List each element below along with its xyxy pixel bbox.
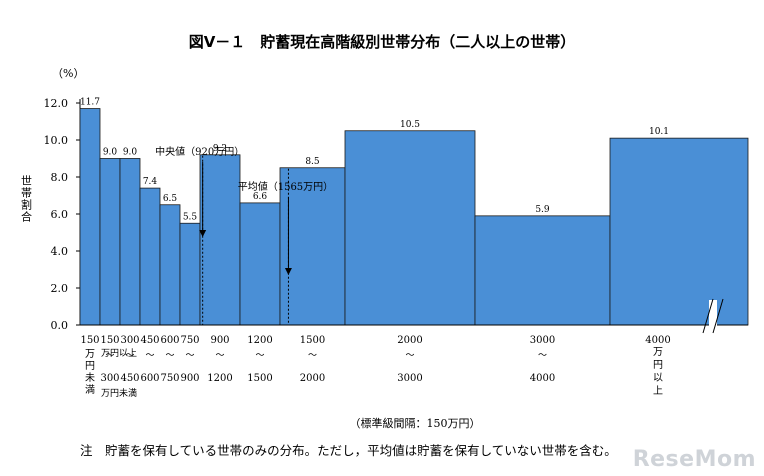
x-tick-label-bottom: 1500 xyxy=(247,373,272,384)
x-tick-label-top: 2000 xyxy=(397,335,422,346)
x-note-last-char: 万 xyxy=(653,347,663,358)
bar-value-label: 7.4 xyxy=(143,177,158,187)
chart-title: 図Ⅴ－１ 貯蓄現在高階級別世帯分布（二人以上の世帯） xyxy=(189,33,576,51)
x-tick-label-top: 450 xyxy=(140,335,159,346)
x-tick-separator: 〜 xyxy=(405,351,414,361)
x-note-first-char: 未 xyxy=(85,372,95,384)
y-tick-label: 10.0 xyxy=(44,134,69,147)
annotation-label: 平均値（1565万円） xyxy=(238,180,333,193)
interval-note: （標準級間隔：150万円） xyxy=(350,416,481,430)
y-tick-label: 4.0 xyxy=(51,245,69,258)
x-tick-separator: 〜 xyxy=(255,351,264,361)
x-tick-label-bottom: 450 xyxy=(120,373,139,384)
x-note-last-char: 円 xyxy=(653,360,663,371)
axis-break-mark xyxy=(712,298,724,334)
x-note-low-top: 万円以上 xyxy=(101,348,137,359)
bar xyxy=(239,202,281,326)
x-tick-label-top: 150 xyxy=(100,335,119,346)
x-note-last-char: 上 xyxy=(653,385,663,397)
bar xyxy=(344,130,476,326)
x-tick-label-top: 150 xyxy=(80,335,99,346)
footnote: 注 貯蓄を保有している世帯のみの分布。ただし，平均値は貯蓄を保有していない世帯を… xyxy=(80,443,617,458)
bar xyxy=(159,204,181,326)
x-note-low-bottom: 万円未満 xyxy=(101,387,137,399)
x-tick-label-bottom: 1200 xyxy=(207,373,232,384)
axis-break-mark xyxy=(702,298,714,334)
x-tick-separator: 〜 xyxy=(105,351,114,361)
x-tick-separator: 〜 xyxy=(165,351,174,361)
x-tick-separator: 〜 xyxy=(538,351,547,361)
bar-value-label: 5.5 xyxy=(183,212,198,222)
bar xyxy=(119,158,141,326)
bar xyxy=(99,158,121,326)
bar-value-label: 5.9 xyxy=(535,205,550,215)
annotation-arrow-head xyxy=(284,268,292,275)
x-note-first-char: 満 xyxy=(85,384,95,396)
y-unit: （%） xyxy=(52,67,84,80)
y-axis-label: 世帯割合 xyxy=(20,175,33,223)
bar-value-label: 10.5 xyxy=(400,120,420,130)
axis-break-gap xyxy=(709,300,717,332)
x-tick-label-top: 750 xyxy=(180,335,199,346)
x-tick-label-top: 300 xyxy=(120,335,139,346)
bar-value-label: 9.2 xyxy=(213,144,227,154)
x-tick-separator: 〜 xyxy=(308,351,317,361)
x-tick-label-top: 600 xyxy=(160,335,179,346)
x-tick-label-bottom: 4000 xyxy=(530,373,555,384)
x-tick-label-bottom: 900 xyxy=(180,373,199,384)
bar-value-label: 6.5 xyxy=(163,194,178,204)
x-tick-label-bottom: 2000 xyxy=(300,373,325,384)
y-tick-label: 0.0 xyxy=(51,319,69,332)
x-tick-separator: 〜 xyxy=(145,351,154,361)
bar xyxy=(179,222,201,326)
x-note-first-char: 円 xyxy=(85,361,95,372)
x-tick-label-bottom: 3000 xyxy=(397,373,422,384)
bar xyxy=(139,187,161,326)
bar-value-label: 11.7 xyxy=(80,98,100,108)
x-tick-label-bottom: 750 xyxy=(160,373,179,384)
y-tick-label: 6.0 xyxy=(51,208,69,221)
watermark-logo: ReseMom xyxy=(632,447,756,472)
x-tick-label-top: 4000 xyxy=(645,335,670,346)
bar xyxy=(199,154,241,326)
x-note-last-char: 以 xyxy=(653,373,663,384)
bar xyxy=(474,215,611,326)
bar xyxy=(609,137,749,326)
x-tick-label-top: 1500 xyxy=(300,335,325,346)
x-tick-separator: 〜 xyxy=(185,351,194,361)
x-tick-label-bottom: 300 xyxy=(100,373,119,384)
y-tick-label: 8.0 xyxy=(51,171,69,184)
bar-value-label: 10.1 xyxy=(649,127,669,137)
bar-value-label: 9.0 xyxy=(123,148,138,158)
bar-value-label: 9.0 xyxy=(103,148,118,158)
x-tick-label-bottom: 600 xyxy=(140,373,159,384)
x-tick-separator: 〜 xyxy=(125,351,134,361)
x-tick-label-top: 900 xyxy=(210,335,229,346)
x-tick-label-top: 3000 xyxy=(530,335,555,346)
y-tick-label: 2.0 xyxy=(51,282,69,295)
x-tick-separator: 〜 xyxy=(215,351,224,361)
bar xyxy=(79,108,101,326)
annotation-label: 中央値（920万円） xyxy=(155,145,244,158)
x-tick-label-top: 1200 xyxy=(247,335,272,346)
bar-value-label: 8.5 xyxy=(305,157,320,167)
x-note-first-char: 万 xyxy=(85,349,95,360)
bar-value-label: 6.6 xyxy=(253,192,268,202)
y-tick-label: 12.0 xyxy=(44,97,69,110)
